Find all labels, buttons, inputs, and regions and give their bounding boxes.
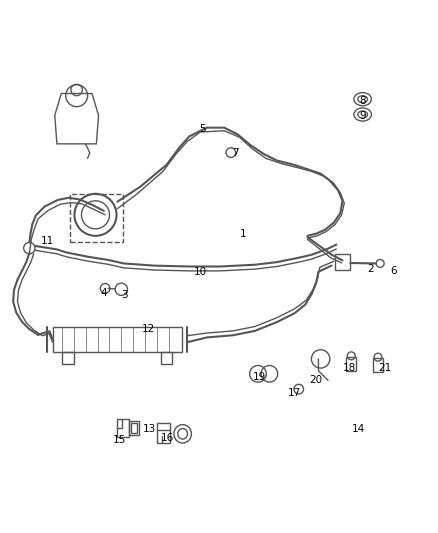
Bar [157, 423, 170, 442]
Bar [129, 421, 139, 435]
Text: 2: 2 [367, 264, 374, 273]
Text: 21: 21 [378, 363, 391, 373]
Bar [373, 359, 383, 373]
Bar [53, 327, 182, 352]
Text: 17: 17 [288, 387, 301, 398]
Bar [131, 423, 137, 432]
Text: 6: 6 [390, 266, 397, 276]
Text: 3: 3 [121, 290, 128, 300]
Text: 20: 20 [310, 375, 323, 384]
Text: 11: 11 [41, 236, 54, 246]
Text: 8: 8 [359, 96, 366, 106]
Bar [161, 352, 172, 364]
Bar [346, 357, 356, 371]
Text: 4: 4 [101, 288, 108, 298]
Text: 7: 7 [232, 149, 239, 158]
Text: 5: 5 [199, 124, 206, 134]
Bar [335, 254, 350, 270]
Text: 16: 16 [161, 433, 174, 443]
Text: 1: 1 [240, 229, 247, 239]
Text: 9: 9 [359, 111, 366, 122]
Text: 12: 12 [141, 324, 155, 334]
Bar [117, 419, 129, 437]
Text: 13: 13 [143, 424, 156, 434]
Text: 18: 18 [343, 363, 356, 373]
Text: 15: 15 [113, 435, 126, 446]
Bar [62, 352, 74, 364]
Text: 19: 19 [253, 372, 266, 382]
Text: 14: 14 [352, 424, 365, 434]
Text: 10: 10 [194, 266, 207, 277]
